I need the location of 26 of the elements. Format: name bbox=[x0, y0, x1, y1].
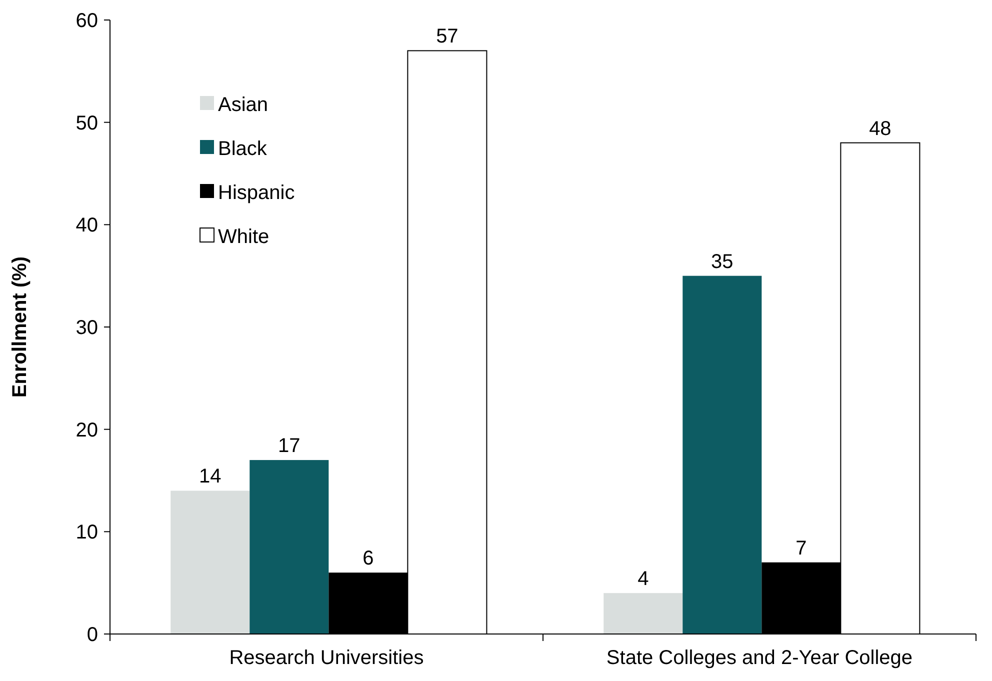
data-label: 17 bbox=[278, 435, 300, 458]
bar bbox=[170, 490, 250, 634]
data-label: 6 bbox=[362, 548, 374, 570]
data-label: 14 bbox=[199, 466, 222, 488]
legend-label: Black bbox=[218, 138, 268, 160]
y-tick-label: 60 bbox=[76, 10, 98, 32]
legend-label: Asian bbox=[218, 94, 268, 116]
y-tick-label: 30 bbox=[76, 317, 98, 339]
data-label: 57 bbox=[436, 26, 458, 48]
bar bbox=[682, 276, 762, 634]
legend-label: Hispanic bbox=[218, 182, 295, 204]
bar bbox=[250, 460, 329, 634]
data-label: 48 bbox=[869, 118, 892, 140]
x-tick-label: Research Universities bbox=[229, 647, 424, 669]
y-tick-label: 20 bbox=[76, 419, 98, 442]
y-tick-label: 50 bbox=[76, 112, 98, 134]
bar bbox=[604, 593, 683, 634]
y-axis-title: Enrollment (%) bbox=[9, 256, 31, 398]
y-tick-label: 10 bbox=[76, 522, 98, 544]
data-label: 7 bbox=[796, 537, 807, 560]
y-tick-label: 40 bbox=[76, 214, 98, 237]
data-label: 35 bbox=[711, 250, 734, 273]
x-tick-label: State Colleges and 2-Year College bbox=[606, 647, 913, 669]
legend-label: White bbox=[218, 226, 270, 248]
y-tick-label: 0 bbox=[86, 624, 98, 646]
data-label: 4 bbox=[638, 568, 649, 590]
